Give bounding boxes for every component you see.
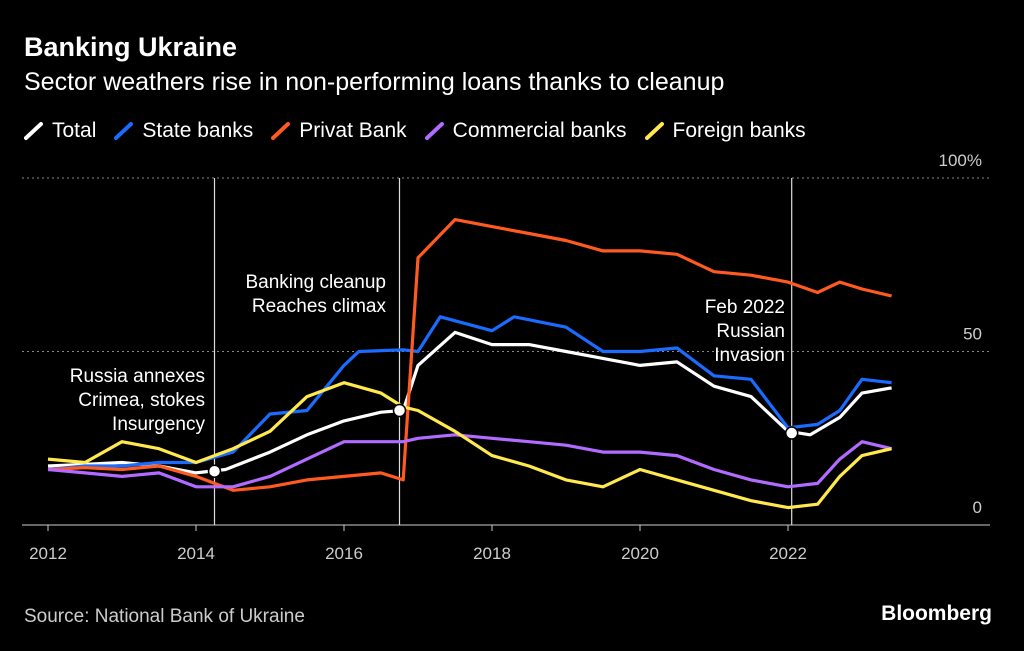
legend-item: Privat Bank	[271, 119, 407, 143]
series-line	[47, 381, 892, 510]
x-tick-label: 2018	[473, 544, 511, 563]
bloomberg-logo: Bloomberg	[881, 602, 992, 625]
legend-label: Privat Bank	[299, 119, 407, 142]
event-annotation: Invasion	[714, 345, 785, 366]
event-marker	[207, 464, 222, 478]
legend-label: State banks	[142, 119, 254, 142]
legend-item: Foreign banks	[644, 119, 806, 143]
legend-swatch-icon	[271, 122, 291, 140]
legend-label: Commercial banks	[452, 119, 627, 142]
legend-swatch-icon	[114, 122, 134, 140]
line-chart: 100% 50 0 2012 2014 2016 2018 2020 2022 Russia an…	[22, 151, 990, 563]
event-annotation: Russia annexes	[70, 366, 205, 387]
legend-swatch-icon	[424, 122, 444, 140]
legend-item: Total	[24, 119, 96, 143]
x-tick-label: 2022	[769, 544, 807, 563]
x-tick-label: 2020	[621, 544, 659, 563]
event-marker	[784, 426, 799, 440]
series-line	[47, 218, 892, 492]
event-annotation: Russian	[716, 321, 785, 342]
legend-swatch-icon	[644, 122, 664, 140]
series-line	[47, 330, 892, 475]
event-annotation: Reaches climax	[252, 296, 387, 317]
legend-label: Total	[52, 119, 97, 142]
chart-subtitle: Sector weathers rise in non-performing l…	[24, 68, 725, 96]
legend-label: Foreign banks	[672, 119, 806, 142]
event-marker	[392, 403, 407, 418]
x-tick-label: 2012	[29, 544, 67, 563]
source-note: Source: National Bank of Ukraine	[24, 606, 305, 627]
x-tick-label: 2014	[177, 544, 215, 563]
x-tick-label: 2016	[325, 544, 363, 563]
legend-item: State banks	[114, 119, 253, 143]
event-annotation: Insurgency	[112, 414, 205, 435]
event-annotation: Crimea, stokes	[78, 390, 205, 411]
legend-swatch-icon	[24, 122, 43, 140]
y-tick-label: 0	[973, 498, 982, 517]
series-line	[47, 433, 892, 489]
event-annotation: Feb 2022	[705, 297, 785, 318]
event-annotation: Banking cleanup	[246, 272, 387, 293]
legend: Total State banks Privat Bank Commercial ba…	[24, 116, 824, 146]
chart-title: Banking Ukraine	[24, 32, 238, 62]
y-tick-label: 100%	[939, 151, 982, 170]
y-tick-label: 50	[963, 325, 982, 344]
legend-item: Commercial banks	[424, 119, 627, 143]
